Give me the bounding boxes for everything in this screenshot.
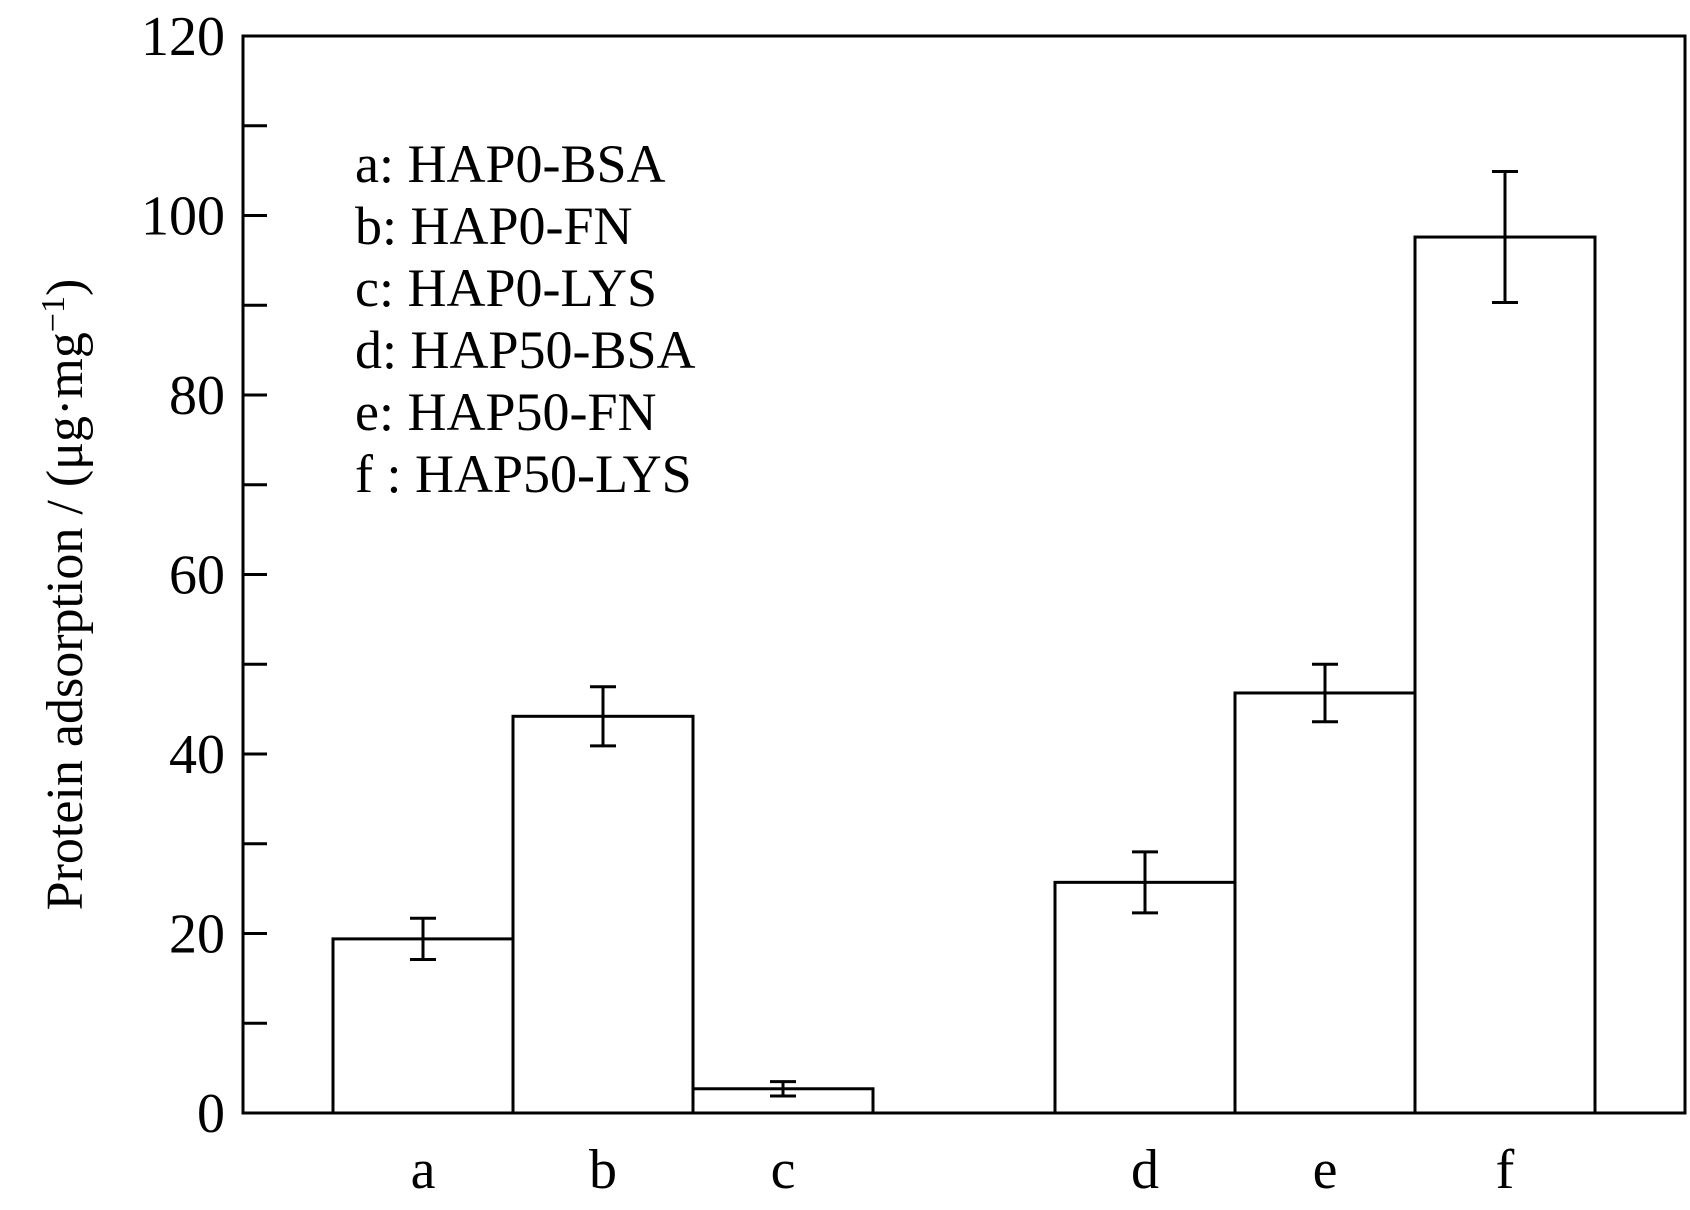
y-tick-label-0: 0 — [197, 1083, 225, 1145]
error-bar-c — [770, 1080, 796, 1098]
legend-entry-b: b: HAP0-FN — [355, 196, 633, 256]
x-tick-label-b: b — [589, 1139, 617, 1201]
bars-layer — [331, 235, 1597, 1115]
error-bar-f — [1492, 170, 1518, 305]
error-bar-e — [1312, 662, 1338, 724]
y-ticks — [243, 34, 267, 1115]
error-bar-b — [590, 685, 616, 748]
error-bar-d — [1132, 850, 1158, 915]
x-tick-label-e: e — [1313, 1139, 1338, 1201]
bar-a — [331, 937, 515, 1115]
legend-entry-e: e: HAP50-FN — [355, 382, 657, 442]
bar-e — [1233, 691, 1417, 1115]
y-axis-label-close: ) — [37, 279, 94, 296]
y-tick-labels: 0 20 40 60 80 100 120 — [141, 6, 225, 1145]
x-tick-label-a: a — [411, 1139, 436, 1201]
x-tick-label-f: f — [1496, 1139, 1515, 1201]
y-axis-label-main: Protein adsorption / (μg·mg — [37, 332, 94, 910]
error-bars-layer — [410, 170, 1518, 1098]
y-tick-label-80: 80 — [169, 365, 225, 427]
legend-entry-f: f : HAP50-LYS — [355, 444, 692, 504]
y-tick-label-100: 100 — [141, 186, 225, 248]
y-tick-label-60: 60 — [169, 545, 225, 607]
y-tick-label-20: 20 — [169, 904, 225, 966]
legend-entry-a: a: HAP0-BSA — [355, 134, 666, 194]
x-category-labels: a b c d e f — [411, 1139, 1515, 1201]
y-axis-label: Protein adsorption / (μg·mg−1) — [35, 279, 94, 911]
error-bar-a — [410, 916, 436, 962]
x-tick-label-c: c — [771, 1139, 796, 1201]
bar-d — [1053, 880, 1237, 1115]
y-tick-label-120: 120 — [141, 6, 225, 68]
bar-f — [1413, 235, 1597, 1115]
y-axis-label-sup: −1 — [35, 296, 72, 332]
y-tick-label-40: 40 — [169, 724, 225, 786]
bar-b — [511, 714, 695, 1115]
x-tick-label-d: d — [1131, 1139, 1159, 1201]
legend-entry-d: d: HAP50-BSA — [355, 320, 696, 380]
legend-entry-c: c: HAP0-LYS — [355, 258, 657, 318]
